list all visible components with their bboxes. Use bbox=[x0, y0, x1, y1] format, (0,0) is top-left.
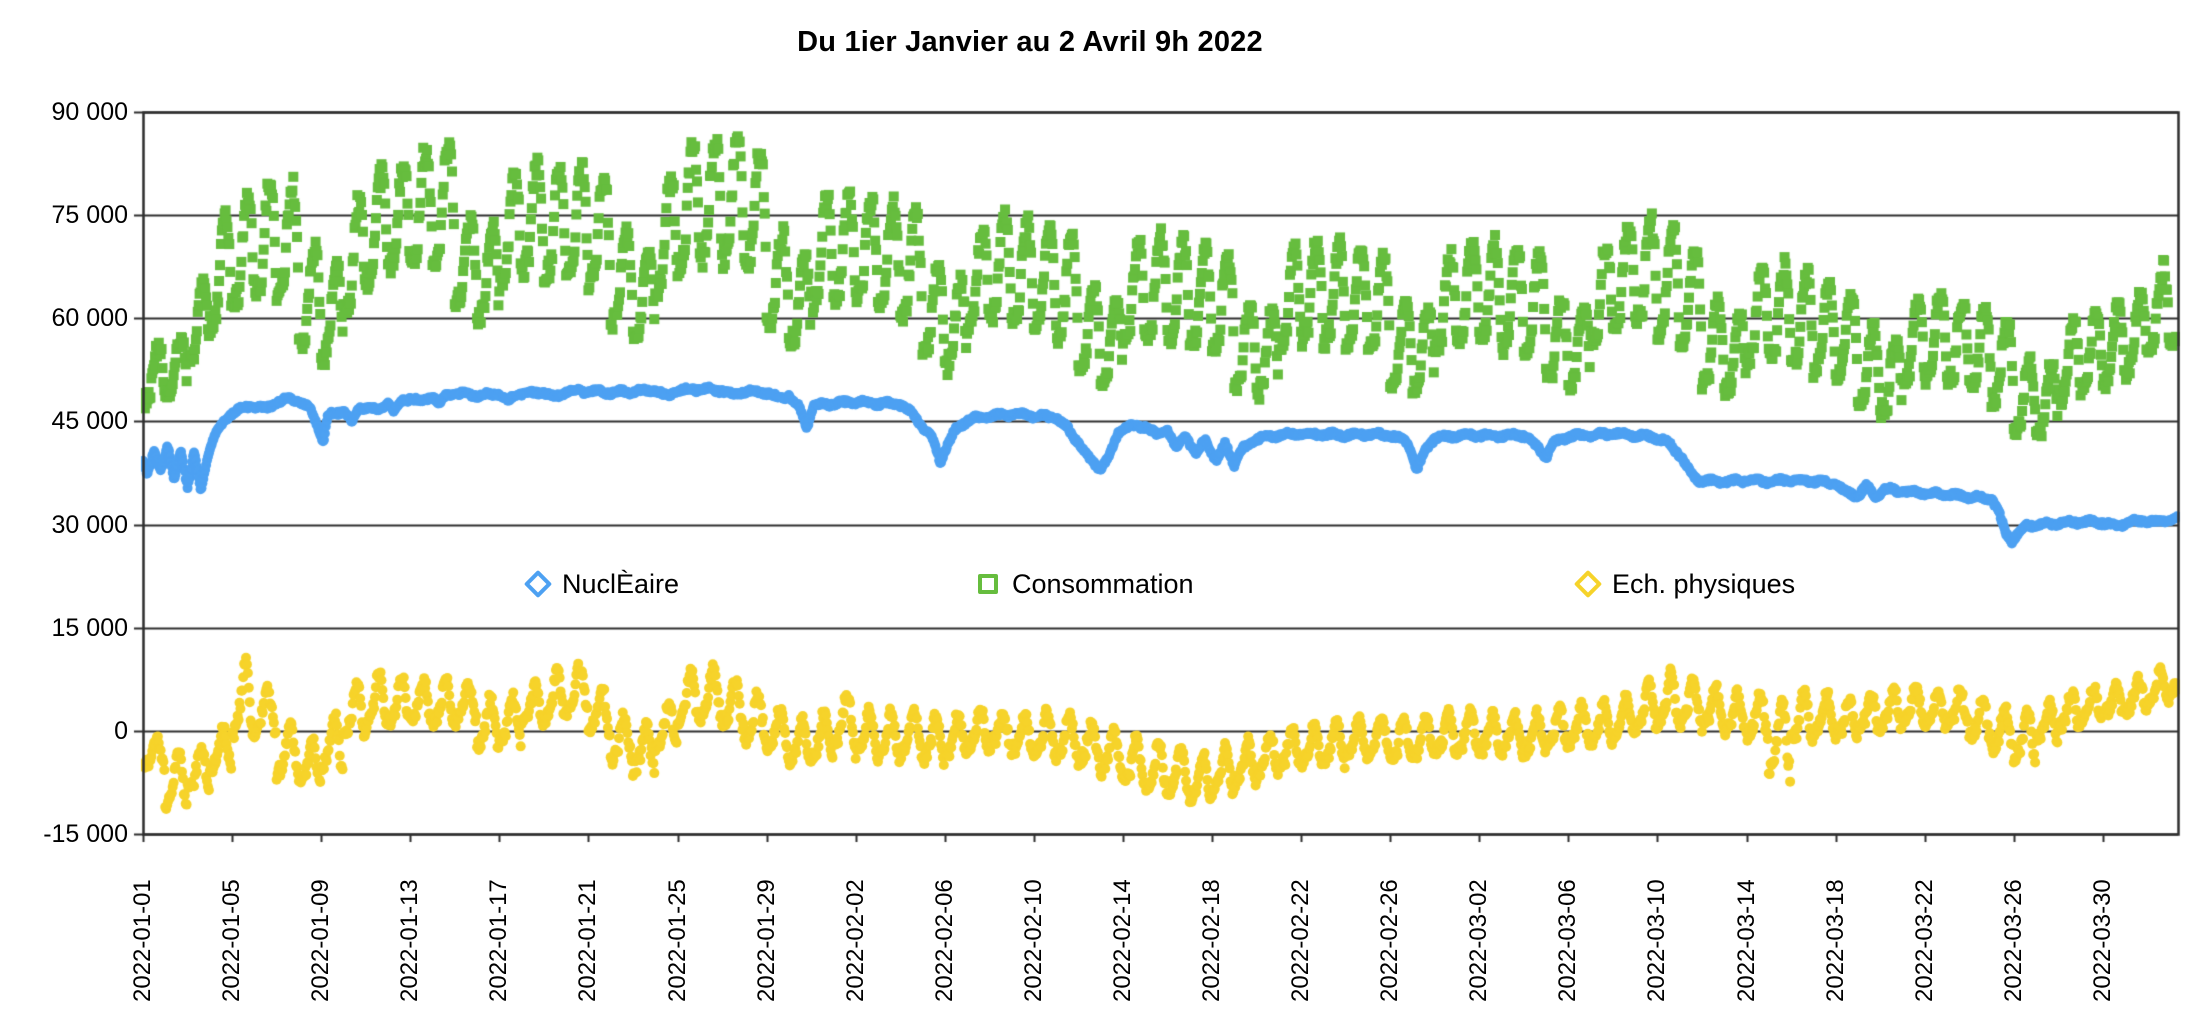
y-tick-label: 30 000 bbox=[51, 510, 128, 539]
x-tick-label: 2022-02-26 bbox=[1376, 879, 1404, 1002]
x-tick-label: 2022-03-14 bbox=[1732, 879, 1760, 1002]
x-tick-label: 2022-01-09 bbox=[307, 879, 335, 1002]
legend-label-ech-physiques: Ech. physiques bbox=[1612, 568, 1796, 599]
x-tick-label: 2022-01-21 bbox=[574, 879, 602, 1002]
y-tick-label: 15 000 bbox=[51, 613, 128, 642]
legend-item-ech-physiques: Ech. physiques bbox=[1573, 566, 1796, 602]
legend-label-consommation: Consommation bbox=[1012, 568, 1194, 599]
y-tick-label: -15 000 bbox=[43, 820, 128, 848]
chart-title: Du 1ier Janvier au 2 Avril 9h 2022 bbox=[797, 26, 1263, 58]
x-tick-label: 2022-01-13 bbox=[396, 879, 424, 1002]
x-tick-label: 2022-02-02 bbox=[841, 879, 869, 1002]
x-tick-label: 2022-03-18 bbox=[1821, 879, 1849, 1002]
y-tick-label: 60 000 bbox=[51, 304, 128, 333]
x-tick-label: 2022-01-05 bbox=[218, 879, 246, 1002]
x-tick-label: 2022-01-01 bbox=[129, 879, 156, 1002]
x-tick-label: 2022-03-30 bbox=[2088, 879, 2116, 1002]
legend-label-nucleaire: NuclÈaire bbox=[562, 568, 680, 599]
x-tick-label: 2022-03-06 bbox=[1554, 879, 1582, 1002]
x-tick-label: 2022-03-10 bbox=[1643, 879, 1671, 1002]
x-tick-label: 2022-03-22 bbox=[1910, 879, 1938, 1002]
x-tick-label: 2022-02-10 bbox=[1019, 879, 1047, 1002]
x-tick-label: 2022-01-25 bbox=[663, 879, 691, 1002]
y-tick-label: 45 000 bbox=[51, 407, 128, 436]
x-tick-label: 2022-01-17 bbox=[485, 879, 513, 1002]
ech-physiques-diamond-marker-icon bbox=[1573, 569, 1603, 599]
x-tick-label: 2022-03-26 bbox=[1999, 879, 2027, 1002]
x-tick-label: 2022-02-22 bbox=[1287, 879, 1315, 1002]
x-tick-label: 2022-02-06 bbox=[930, 879, 958, 1002]
x-tick-label: 2022-02-14 bbox=[1108, 879, 1136, 1002]
x-tick-label: 2022-02-18 bbox=[1198, 879, 1225, 1002]
y-tick-label: 75 000 bbox=[51, 201, 128, 230]
x-tick-label: 2022-03-02 bbox=[1465, 879, 1493, 1002]
consommation-square-marker-icon bbox=[978, 574, 998, 594]
legend-item-nucleaire: NuclÈaire bbox=[523, 566, 680, 602]
nucleaire-diamond-marker-icon bbox=[523, 569, 553, 599]
x-tick-label: 2022-01-29 bbox=[752, 879, 780, 1002]
y-tick-label: 0 bbox=[114, 716, 128, 745]
y-tick-label: 90 000 bbox=[51, 98, 128, 126]
legend-item-consommation: Consommation bbox=[978, 566, 1194, 602]
